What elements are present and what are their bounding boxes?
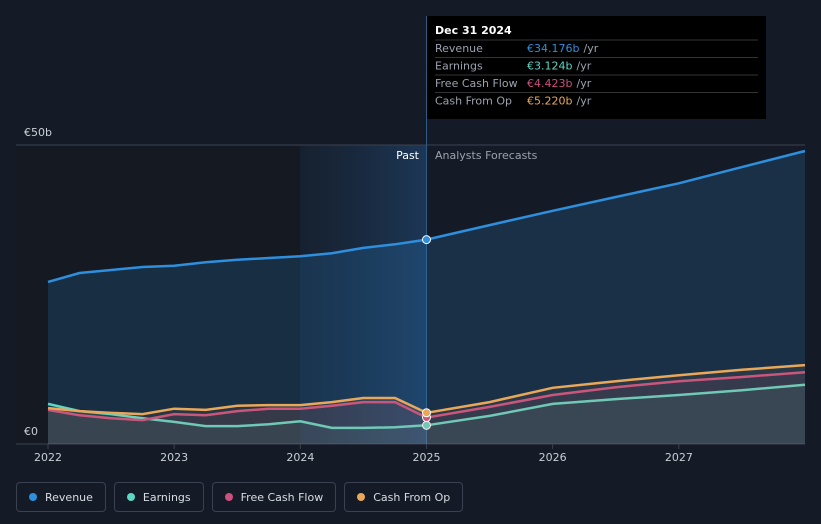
series-line <box>47 149 806 284</box>
forecast-label: Analysts Forecasts <box>435 149 538 162</box>
series-line <box>47 363 806 416</box>
tooltip-value: €4.423b/yr <box>527 77 592 90</box>
series-line <box>47 370 806 422</box>
past-label: Past <box>396 149 420 162</box>
tooltip-value-amount: €5.220b <box>527 95 572 108</box>
series-line <box>47 383 806 430</box>
tooltip-label: Revenue <box>435 42 483 55</box>
legend-label: Earnings <box>142 490 191 504</box>
legend-label: Free Cash Flow <box>240 490 324 504</box>
tooltip-label: Earnings <box>435 60 483 73</box>
tooltip-unit: /yr <box>576 95 591 108</box>
current-point <box>422 408 431 418</box>
tooltip-unit: /yr <box>576 77 591 90</box>
tooltip-label: Cash From Op <box>435 95 512 108</box>
series-area <box>48 151 805 444</box>
legend-swatch <box>29 493 37 501</box>
tooltip-unit: /yr <box>576 60 591 73</box>
x-tick-label: 2027 <box>665 451 693 464</box>
tooltip-unit: /yr <box>583 42 598 55</box>
legend-item[interactable]: Cash From Op <box>344 482 464 512</box>
x-tick-label: 2022 <box>34 451 62 464</box>
tooltip-label: Free Cash Flow <box>435 77 518 90</box>
current-point <box>422 235 431 245</box>
tooltip: Dec 31 2024 Revenue €34.176b/yr Earnings €3… <box>427 16 766 119</box>
x-tick-label: 2025 <box>413 451 441 464</box>
y-tick-label: €50b <box>24 126 52 139</box>
legend: Revenue Earnings Free Cash Flow Cash From O… <box>16 482 464 512</box>
tooltip-value: €34.176b/yr <box>527 42 599 55</box>
x-tick-label: 2024 <box>286 451 314 464</box>
legend-label: Cash From Op <box>373 490 451 504</box>
tooltip-date: Dec 31 2024 <box>435 24 512 37</box>
x-tick-label: 2023 <box>160 451 188 464</box>
tooltip-value-amount: €3.124b <box>527 60 572 73</box>
x-tick-label: 2026 <box>539 451 567 464</box>
legend-swatch <box>224 493 233 501</box>
series-area <box>48 372 805 444</box>
past-highlight <box>300 145 427 444</box>
tooltip-value-amount: €34.176b <box>527 42 579 55</box>
legend-item[interactable]: Earnings <box>113 482 204 512</box>
legend-item[interactable]: Free Cash Flow <box>211 482 337 512</box>
tooltip-value: €3.124b/yr <box>527 60 592 73</box>
legend-swatch <box>126 493 135 501</box>
legend-item[interactable]: Revenue <box>16 482 106 512</box>
series-area <box>48 365 805 444</box>
tooltip-value: €5.220b/yr <box>527 95 592 108</box>
tooltip-box <box>427 16 766 119</box>
legend-label: Revenue <box>45 490 93 504</box>
tooltip-value-amount: €4.423b <box>527 77 572 90</box>
legend-swatch <box>357 493 366 501</box>
y-tick-label: €0 <box>24 425 38 438</box>
